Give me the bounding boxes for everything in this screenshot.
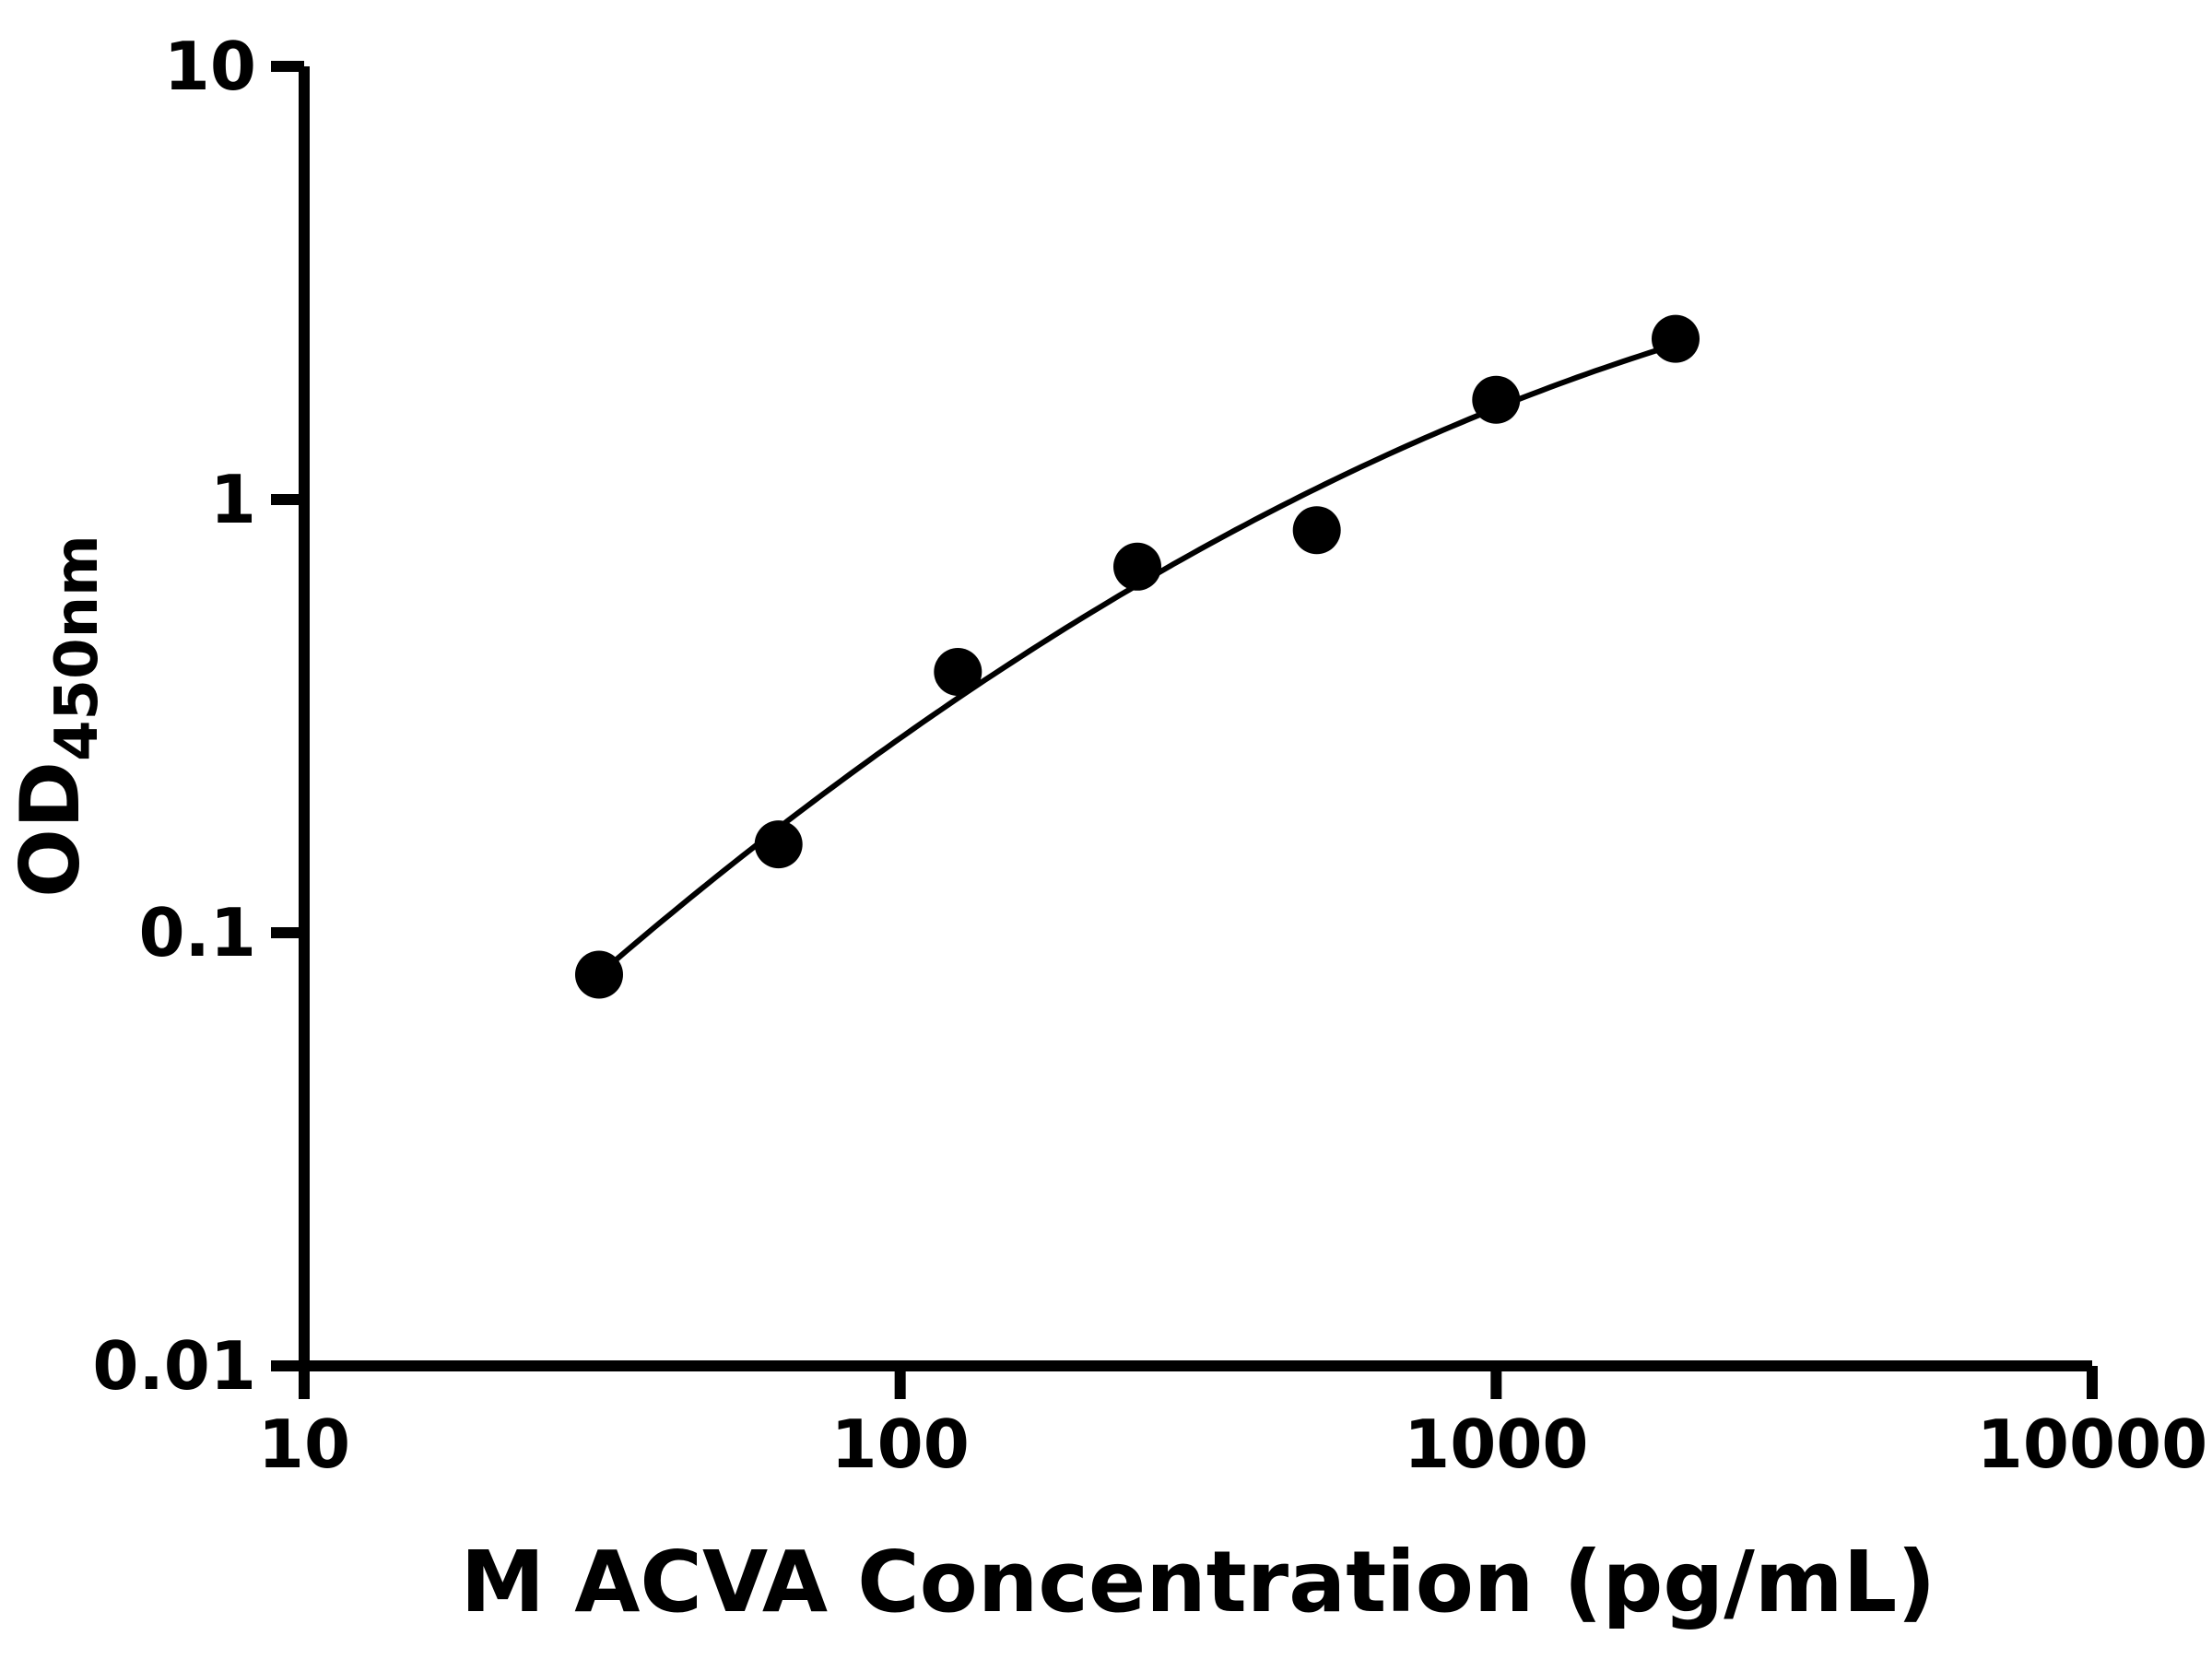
- data-point: [1113, 542, 1161, 591]
- y-axis-title-subscript: 450nm: [43, 535, 112, 761]
- y-axis-title-main: OD: [3, 761, 98, 898]
- x-axis-tick-label: 10000: [1977, 1406, 2208, 1483]
- y-axis-tick-label: 10: [164, 28, 256, 105]
- plot-area: 10 100 1000 10000 0.01 0.1 1 10: [92, 28, 2207, 1483]
- data-point: [934, 648, 982, 696]
- y-axis-tick-label: 1: [210, 461, 256, 538]
- y-axis-title: OD450nm: [3, 535, 112, 898]
- y-axis-tick-label: 0.01: [92, 1327, 256, 1405]
- y-axis-tick-label: 0.1: [138, 894, 256, 971]
- data-point: [754, 820, 803, 869]
- fit-curve: [597, 341, 1677, 977]
- x-axis-tick-label: 10: [258, 1406, 350, 1483]
- data-point: [1652, 314, 1700, 363]
- data-point: [575, 950, 623, 999]
- data-point: [1472, 375, 1521, 424]
- data-point: [1292, 506, 1341, 555]
- x-axis-tick-label: 100: [831, 1406, 970, 1483]
- x-axis-title: M ACVA Concentration (pg/mL): [461, 1533, 1936, 1631]
- x-axis-tick-label: 1000: [1404, 1406, 1588, 1483]
